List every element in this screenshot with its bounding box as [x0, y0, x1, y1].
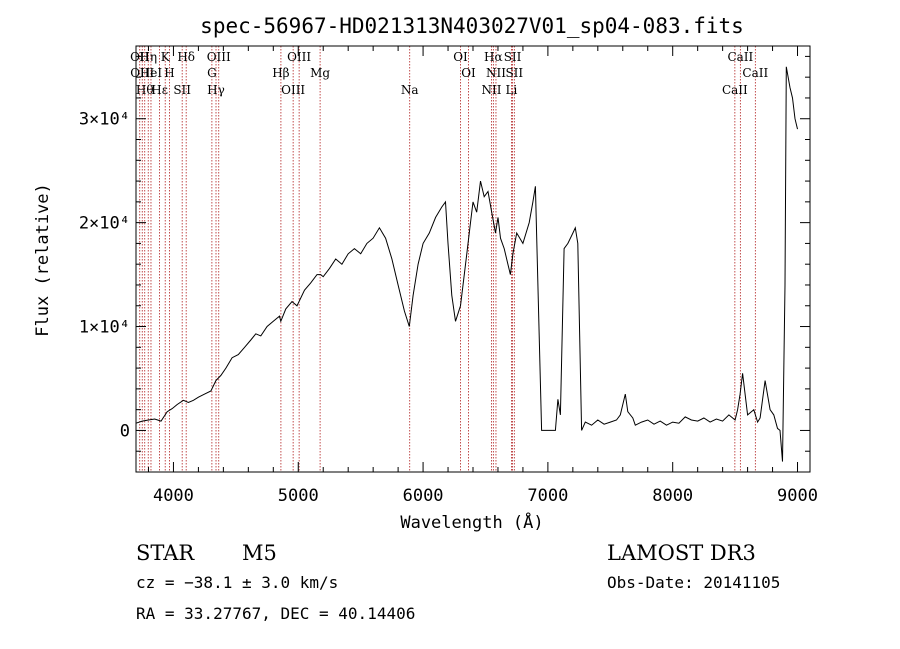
spectral-line-label: Mg: [310, 66, 330, 80]
spectral-line-label: Na: [401, 83, 419, 97]
spectral-line-label: OI: [461, 66, 476, 80]
spectral-line-label: G: [207, 66, 217, 80]
x-tick-label: 9000: [777, 486, 818, 506]
spectral-line-label: Hδ: [177, 50, 195, 64]
y-tick-label: 0: [120, 421, 130, 441]
spectral-line-label: SII: [504, 50, 522, 64]
spectral-line-label: Hα: [484, 50, 503, 64]
spectral-line-label: Hε: [151, 83, 168, 97]
spectral-line-label: SII: [173, 83, 191, 97]
y-tick-label: 2×10⁴: [79, 214, 130, 234]
spectral-line-label: NII: [486, 66, 506, 80]
x-tick-label: 4000: [153, 486, 194, 506]
x-tick-label: 5000: [278, 486, 319, 506]
spectral-line-label: CaII: [742, 66, 768, 80]
spectral-line-label: HeI: [140, 66, 163, 80]
spectral-line-label: OIII: [207, 50, 231, 64]
x-axis-title: Wavelength (Å): [400, 511, 543, 533]
spectral-line-label: CaII: [722, 83, 748, 97]
x-axis: 4000 5000 6000 7000 8000 9000: [147, 46, 818, 506]
spectral-line-labels: OIIOIIIHθHηHeIHεKHSIIHδGHγOIIIHβOIIIOIII…: [130, 50, 768, 97]
spectral-line-label: SII: [505, 66, 523, 80]
survey-name: LAMOST DR3: [607, 541, 756, 565]
chart-title: spec-56967-HD021313N403027V01_sp04-083.f…: [200, 14, 744, 38]
object-type: STAR: [136, 541, 195, 565]
observation-date: Obs-Date: 20141105: [607, 573, 780, 592]
spectral-line-label: Hγ: [207, 83, 225, 97]
spectral-line-markers: [139, 46, 756, 472]
spectral-line-label: OII: [130, 50, 150, 64]
y-tick-label: 3×10⁴: [79, 110, 130, 130]
spectral-line-label: CaII: [727, 50, 753, 64]
spectral-line-label: H: [164, 66, 174, 80]
y-axis: 0 1×10⁴ 2×10⁴ 3×10⁴: [79, 55, 810, 452]
x-tick-label: 8000: [652, 486, 693, 506]
spectral-line-label: Li: [506, 83, 518, 97]
spectrum-series-line: [135, 66, 798, 462]
redshift-readout: cz = −38.1 ± 3.0 km/s: [136, 573, 338, 592]
spectral-line-label: Hθ: [136, 83, 154, 97]
spectral-line-label: K: [161, 50, 171, 64]
y-tick-label: 1×10⁴: [79, 318, 130, 338]
plot-frame: [135, 45, 811, 473]
object-subclass: M5: [242, 541, 277, 565]
y-axis-title: Flux (relative): [33, 183, 53, 337]
x-tick-label: 7000: [527, 486, 568, 506]
spectral-line-label: OIII: [281, 83, 305, 97]
spectral-line-label: OI: [453, 50, 468, 64]
coordinates: RA = 33.27767, DEC = 40.14406: [136, 604, 415, 623]
spectral-line-label: NII: [481, 83, 501, 97]
x-tick-label: 6000: [403, 486, 444, 506]
spectral-line-label: Hη: [139, 50, 157, 64]
spectral-line-label: Hβ: [272, 66, 289, 80]
spectral-line-label: OIII: [287, 50, 311, 64]
